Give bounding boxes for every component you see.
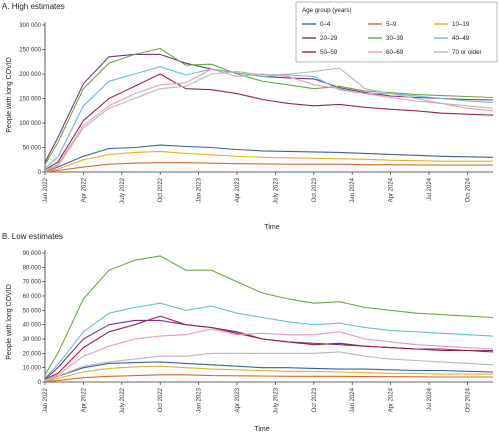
panel-a-xtick-label: Oct 2024 [465,177,471,202]
panel-a-series-50-59 [44,73,494,171]
panel-a-title: A. High estimates [2,2,65,11]
panel-a-ytick-label: 200 000 [19,72,41,78]
panel-b-ytick-label: 10 000 [23,366,42,372]
panel-b-ytick-label: 60 000 [23,294,42,300]
panel-a-xtick-label: Jan 2023 [197,177,203,202]
panel-a-series-70-or-older [44,67,494,172]
legend-entries: 0–4 5–9 10–19 20–29 30–39 40–49 50–59 60–69 70 o… [302,21,482,56]
panel-b-xtick-label: Jul 2024 [427,387,433,410]
panel-a-xtick-label: Jan 2024 [350,177,356,202]
panel-a-ytick-label: 0 [38,170,42,176]
panel-b-ytick-label: 80 000 [23,265,42,271]
panel-a-series-20-29 [44,53,494,163]
panel-a-xtick-label: Oct 2023 [312,177,318,202]
panel-b-ytick-label: 90 000 [23,251,42,257]
legend-label: 5–9 [386,21,397,28]
legend-label: 50–59 [320,49,338,56]
panel-a-xtick-label: Apr 2022 [81,177,87,202]
panel-b-ytick-label: 50 000 [23,308,42,314]
panel-b-series-30-39 [44,255,494,376]
panel-b-series-0-4 [44,361,494,382]
panel-b-ylabel: People with long COVID [6,284,13,359]
panel-b-ytick-label: 70 000 [23,280,42,286]
panel-a-xtick-label: Apr 2023 [235,177,241,202]
panel-a-series-10-19 [44,150,493,173]
panel-b-title: B. Low estimates [2,232,63,241]
panel-b-lines [44,255,494,383]
panel-a-xlabel: Time [264,224,279,231]
panel-b-series-60-69 [44,328,494,381]
panel-b-xtick-label: Apr 2022 [81,387,87,412]
legend-label: 60–69 [386,49,404,56]
panel-b-xtick-label: July 2023 [273,387,279,413]
legend-label: 10–19 [452,21,470,28]
panel-b-xtick-label: Oct 2023 [312,387,318,412]
panel-b-axes: 0 10 000 20 000 30 000 40 000 50 000 60 000 70 … [23,250,493,414]
panel-b-series-10-19 [44,365,493,382]
panel-b-ytick-label: 40 000 [23,323,42,329]
panel-a-lines [44,47,494,173]
panel-b-xtick-label: Oct 2024 [465,387,471,412]
panel-b-series-40-49 [44,302,494,379]
panel-high-estimates: A. High estimates People with long COVID… [2,2,494,231]
panel-a-ylabel: People with long COVID [6,57,13,132]
panel-b-ytick-label: 30 000 [23,337,42,343]
panel-b-xlabel: Time [254,426,269,433]
panel-a-xtick-label: Apr 2024 [389,177,395,202]
panel-b-xtick-label: Jan 2022 [43,387,49,412]
panel-a-series-30-39 [44,47,494,165]
panel-b-series-5-9 [44,374,493,383]
panel-a-axes: 0 50 000 100 000 150 000 200 000 250 000 300 0… [19,22,493,204]
panel-a-ytick-label: 50 000 [23,146,42,152]
panel-a-xtick-label: Jan 2022 [43,177,49,202]
legend-box [295,1,498,63]
panel-b-series-70-or-older [44,351,494,382]
panel-a-ytick-label: 150 000 [19,97,41,103]
panel-a-series-60-69 [44,68,494,171]
legend-label: 40–49 [452,35,470,42]
legend-title: Age group (years) [302,7,352,14]
panel-b-series-50-59 [44,315,494,380]
panel-a-xtick-label: Oct 2022 [158,177,164,202]
panel-b-ytick-label: 20 000 [23,351,42,357]
panel-a-ytick-label: 250 000 [19,48,41,54]
panel-a-ytick-label: 300 000 [19,23,41,29]
panel-b-ytick-label: 0 [38,380,42,386]
panel-a-series-40-49 [44,66,494,169]
panel-a-ytick-label: 100 000 [19,121,41,127]
legend-label: 0–4 [320,21,331,28]
panel-b-xtick-label: Oct 2022 [158,387,164,412]
panel-low-estimates: B. Low estimates People with long COVID … [2,232,494,433]
legend-label: 20–29 [320,35,338,42]
panel-a-series-5-9 [44,162,493,173]
panel-b-xtick-label: July 2022 [120,387,126,413]
panel-b-xtick-label: Apr 2024 [389,387,395,412]
panel-b-xtick-label: Apr 2023 [235,387,241,412]
legend-label: 30–39 [386,35,404,42]
panel-b-xtick-label: Jan 2024 [350,387,356,412]
panel-a-series-0-4 [44,144,494,172]
panel-a-xtick-label: July 2023 [273,177,279,203]
panel-b-xtick-label: Jan 2023 [197,387,203,412]
panel-a-xtick-label: Jul 2024 [427,177,433,200]
legend: Age group (years) 0–4 5–9 10–19 20–29 30–39 4… [295,1,498,63]
legend-label: 70 or older [452,49,482,56]
panel-a-xtick-label: July 2022 [120,177,126,203]
